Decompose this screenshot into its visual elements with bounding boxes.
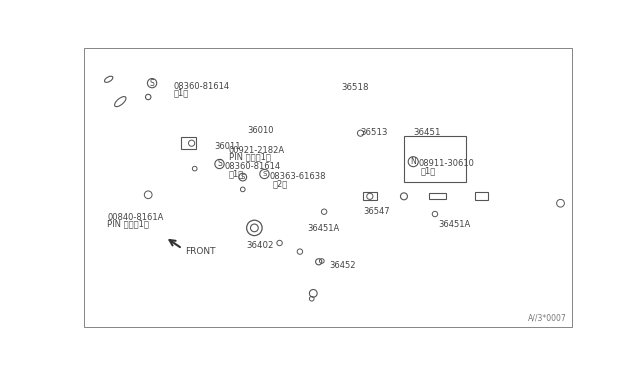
Text: 36518: 36518: [341, 83, 369, 92]
Bar: [363, 192, 377, 200]
Ellipse shape: [104, 76, 113, 82]
Text: （2）: （2）: [272, 179, 287, 188]
Text: S: S: [217, 160, 222, 169]
Text: （1）: （1）: [421, 166, 436, 175]
Bar: [404, 135, 466, 182]
Text: 36010: 36010: [248, 126, 274, 135]
Text: （1）: （1）: [174, 89, 189, 97]
Ellipse shape: [115, 97, 126, 107]
Text: PIN ピン（1）: PIN ピン（1）: [107, 219, 149, 228]
Text: 00840-8161A: 00840-8161A: [107, 212, 163, 221]
Text: 36547: 36547: [363, 207, 390, 216]
Text: N: N: [410, 157, 416, 166]
Text: S: S: [241, 174, 245, 180]
Text: S: S: [262, 171, 267, 177]
Text: 00921-2182A: 00921-2182A: [229, 145, 285, 154]
Text: 08360-81614: 08360-81614: [225, 163, 281, 171]
Bar: [429, 193, 446, 199]
Bar: [476, 192, 488, 200]
Text: 08360-81614: 08360-81614: [174, 81, 230, 91]
Text: 36402: 36402: [246, 241, 274, 250]
Text: 36513: 36513: [360, 128, 388, 137]
Text: PIN ピン（1）: PIN ピン（1）: [229, 153, 271, 161]
Bar: [180, 137, 196, 150]
Text: 36451A: 36451A: [307, 224, 339, 233]
Text: 36011: 36011: [214, 142, 241, 151]
Text: A//3*0007: A//3*0007: [528, 314, 566, 323]
Text: （1）: （1）: [229, 169, 244, 179]
Text: 36451: 36451: [413, 128, 441, 137]
Text: S: S: [150, 78, 154, 88]
Text: 08363-61638: 08363-61638: [270, 173, 326, 182]
Text: 36451A: 36451A: [438, 220, 470, 229]
Text: 36452: 36452: [330, 261, 356, 270]
Text: FRONT: FRONT: [184, 247, 215, 256]
Text: 08911-30610: 08911-30610: [419, 158, 474, 168]
